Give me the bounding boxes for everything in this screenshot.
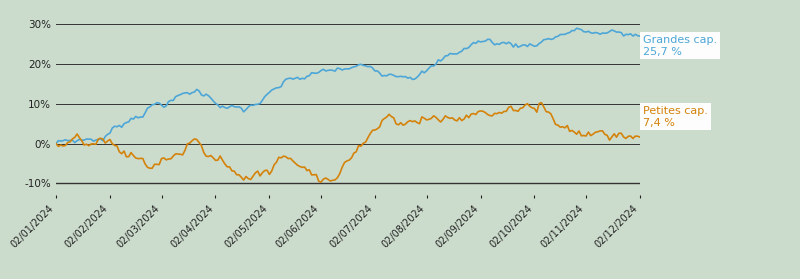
Text: Grandes cap.
25,7 %: Grandes cap. 25,7 % bbox=[643, 35, 717, 57]
Text: Petites cap.
7,4 %: Petites cap. 7,4 % bbox=[643, 106, 708, 128]
